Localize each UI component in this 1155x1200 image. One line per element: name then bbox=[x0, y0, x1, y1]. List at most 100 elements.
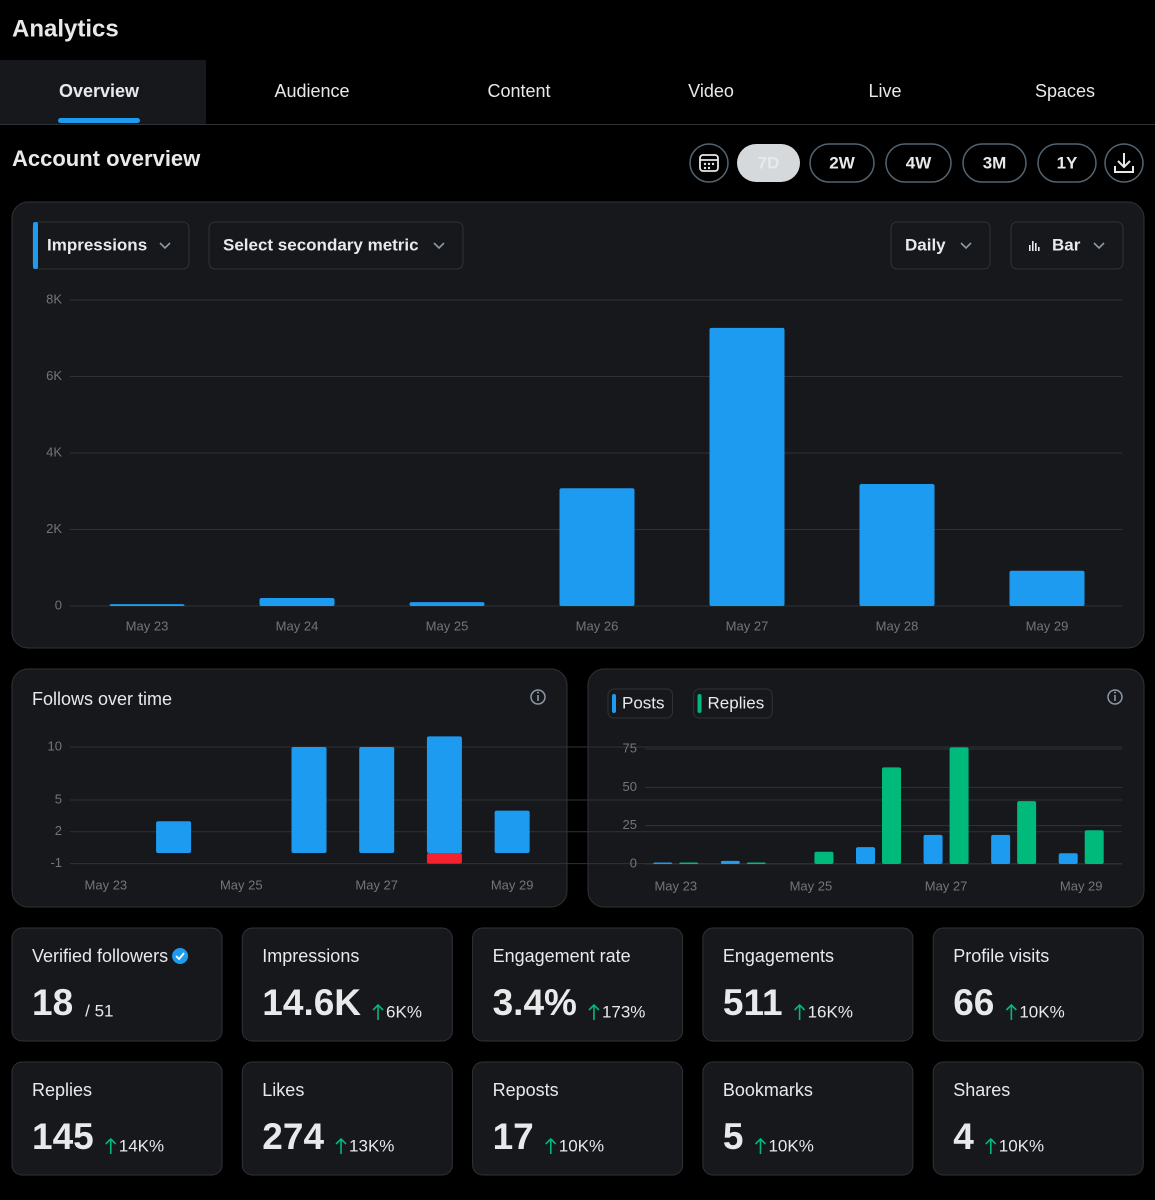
stat-value: 17 bbox=[493, 1116, 534, 1157]
dropdown-label[interactable]: Bar bbox=[1052, 235, 1081, 254]
stat-value: 66 bbox=[953, 982, 994, 1023]
stat-label: Engagements bbox=[723, 946, 834, 966]
range-label[interactable]: 2W bbox=[829, 153, 855, 172]
bar bbox=[494, 810, 530, 853]
download-button[interactable] bbox=[1104, 143, 1144, 183]
stat-value: 511 bbox=[723, 982, 783, 1023]
up-arrow bbox=[588, 1003, 600, 1020]
dropdown-label[interactable]: Impressions bbox=[47, 235, 147, 254]
bar bbox=[109, 604, 185, 606]
stat-total: / 51 bbox=[85, 1001, 113, 1020]
stat-card bbox=[11, 1061, 223, 1176]
stat-label: Impressions bbox=[262, 946, 359, 966]
bar bbox=[814, 851, 834, 864]
stat-change: 10K% bbox=[559, 1136, 604, 1155]
stat-card bbox=[472, 927, 684, 1042]
dropdown[interactable] bbox=[208, 221, 464, 270]
stat-label: Bookmarks bbox=[723, 1080, 813, 1100]
range-button[interactable] bbox=[737, 144, 800, 182]
x-tick-label: May 23 bbox=[654, 878, 697, 893]
y-tick-label: 6K bbox=[46, 368, 62, 383]
x-tick-label: May 23 bbox=[126, 618, 169, 633]
stat-value: 18 bbox=[32, 982, 73, 1023]
legend-chip[interactable] bbox=[693, 688, 773, 719]
legend-swatch bbox=[612, 694, 616, 713]
bar bbox=[1084, 830, 1104, 864]
bar-icon bbox=[1038, 247, 1040, 251]
stat-value: 14.6K bbox=[262, 982, 361, 1023]
stat-card bbox=[241, 927, 453, 1042]
x-tick-label: May 27 bbox=[726, 618, 769, 633]
stat-label: Reposts bbox=[493, 1080, 559, 1100]
y-tick-label: 10 bbox=[48, 738, 62, 753]
up-arrow bbox=[372, 1003, 384, 1020]
range-button[interactable] bbox=[962, 143, 1027, 183]
bar bbox=[923, 834, 943, 864]
verified-check bbox=[175, 952, 185, 961]
legend-label[interactable]: Replies bbox=[708, 693, 765, 712]
x-tick-label: May 29 bbox=[1060, 878, 1103, 893]
chevron bbox=[1093, 242, 1105, 250]
info-icon[interactable] bbox=[530, 689, 546, 705]
stat-label: Profile visits bbox=[953, 946, 1049, 966]
y-tick-label: 25 bbox=[623, 817, 637, 832]
stat-change: 13K% bbox=[349, 1136, 394, 1155]
x-tick-label: May 29 bbox=[1026, 618, 1069, 633]
x-tick-label: May 26 bbox=[576, 618, 619, 633]
range-button[interactable] bbox=[885, 143, 952, 183]
tab[interactable]: Video bbox=[688, 81, 734, 101]
dropdown-label[interactable]: Select secondary metric bbox=[223, 235, 419, 254]
stat-label: Verified followers bbox=[32, 946, 168, 966]
bar bbox=[653, 862, 673, 864]
bar bbox=[679, 862, 699, 864]
range-label[interactable]: 4W bbox=[906, 153, 932, 172]
legend-chip[interactable] bbox=[607, 688, 674, 719]
tab[interactable]: Overview bbox=[59, 81, 140, 101]
x-tick-label: May 29 bbox=[491, 877, 534, 892]
legend-swatch bbox=[697, 694, 702, 713]
tab[interactable]: Live bbox=[868, 81, 901, 101]
bar-icon bbox=[1035, 243, 1037, 251]
stat-change: 10K% bbox=[1019, 1002, 1064, 1021]
stat-change: 10K% bbox=[768, 1136, 813, 1155]
up-arrow bbox=[754, 1137, 767, 1154]
stat-label: Shares bbox=[953, 1080, 1010, 1100]
tab[interactable]: Content bbox=[487, 81, 550, 101]
x-tick-label: May 27 bbox=[355, 877, 398, 892]
x-tick-label: May 27 bbox=[925, 878, 968, 893]
section-title: Account overview bbox=[12, 146, 201, 171]
stat-value: 4 bbox=[953, 1116, 974, 1157]
calendar-button[interactable] bbox=[689, 143, 729, 183]
y-tick-label: 50 bbox=[623, 779, 637, 794]
range-label[interactable]: 7D bbox=[758, 153, 780, 172]
dropdown[interactable] bbox=[1010, 221, 1124, 270]
x-tick-label: May 25 bbox=[426, 618, 469, 633]
verified-badge bbox=[172, 948, 189, 964]
bar bbox=[559, 488, 635, 606]
chart-title: Follows over time bbox=[32, 689, 172, 709]
stat-card bbox=[472, 1061, 684, 1176]
tab[interactable]: Audience bbox=[274, 81, 349, 101]
stat-value: 5 bbox=[723, 1116, 744, 1157]
stat-card bbox=[702, 1061, 914, 1176]
bar bbox=[1009, 570, 1085, 606]
info-icon[interactable] bbox=[1107, 689, 1123, 705]
up-arrow bbox=[545, 1137, 557, 1154]
range-button[interactable] bbox=[809, 143, 875, 183]
y-tick-label: 2K bbox=[46, 521, 62, 536]
legend-label[interactable]: Posts bbox=[622, 693, 665, 712]
dropdown-label[interactable]: Daily bbox=[905, 235, 946, 254]
stat-value: 274 bbox=[262, 1116, 324, 1157]
dropdown[interactable] bbox=[890, 221, 991, 270]
tab[interactable]: Spaces bbox=[1035, 81, 1095, 101]
y-tick-label: 75 bbox=[623, 740, 637, 755]
range-label[interactable]: 1Y bbox=[1057, 153, 1078, 172]
range-label[interactable]: 3M bbox=[983, 153, 1007, 172]
stat-change: 14K% bbox=[119, 1136, 164, 1155]
range-button[interactable] bbox=[1037, 143, 1097, 183]
stat-value: 3.4% bbox=[493, 982, 577, 1023]
x-tick-label: May 25 bbox=[220, 877, 263, 892]
chevron bbox=[960, 242, 972, 250]
chevron bbox=[433, 242, 445, 250]
